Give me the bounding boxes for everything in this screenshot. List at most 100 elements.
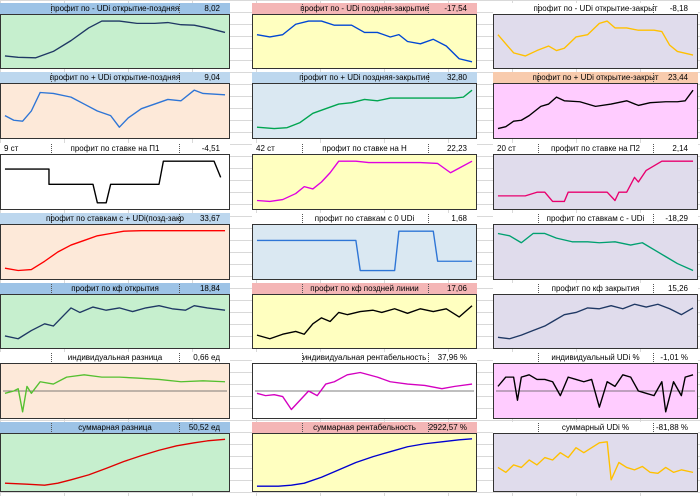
chart-panel: индивидуальный UDi % -1,01 % [493, 352, 698, 419]
bet-count-label: 9 ст [4, 144, 19, 153]
series-line [497, 20, 694, 57]
cell-separator [51, 353, 52, 362]
line-chart [495, 374, 696, 413]
cell-separator [51, 423, 52, 432]
chart-title: профит по ставке на Н [322, 144, 407, 153]
cell-separator [653, 4, 654, 13]
chart-panel: профит по - UDi поздняя-закрытие -17,54 [252, 3, 477, 69]
chart-panel: профит по + UDi открытие-закрыт 23,44 [493, 72, 698, 139]
cell-separator [428, 4, 429, 13]
chart-header: профит по - UDi поздняя-закрытие -17,54 [252, 3, 477, 14]
chart-plot-area [493, 224, 698, 280]
line-chart [256, 20, 473, 63]
chart-header: индивидуальная рентабельность 37,96 % [252, 352, 477, 363]
chart-value: -8,18 [669, 4, 688, 13]
chart-header: суммарная разница 50,52 ед [0, 422, 230, 433]
chart-value: -4,51 [201, 144, 220, 153]
line-chart [256, 438, 473, 487]
chart-header: 9 ст профит по ставке на П1 -4,51 [0, 143, 230, 154]
chart-panel: профит по - UDi открытие-закрыт -8,18 [493, 3, 698, 69]
chart-plot-area [493, 363, 698, 419]
cell-separator [179, 284, 180, 293]
cell-separator [538, 353, 539, 362]
cell-separator [428, 423, 429, 432]
cell-separator [538, 73, 539, 82]
chart-value: 8,02 [204, 4, 220, 13]
line-chart [254, 371, 475, 411]
line-chart [4, 160, 222, 204]
cell-separator [428, 353, 429, 362]
cell-separator [302, 144, 303, 153]
cell-separator [428, 284, 429, 293]
chart-panel: профит по кф закрытия 15,26 [493, 283, 698, 349]
cell-separator [302, 353, 303, 362]
chart-panel: индивидуальная рентабельность 37,96 % [252, 352, 477, 419]
chart-plot-area [0, 83, 230, 139]
chart-panel: профит по + UDi поздняя-закрытие 32,80 [252, 72, 477, 139]
cell-separator [179, 73, 180, 82]
cell-separator [302, 423, 303, 432]
cell-separator [302, 4, 303, 13]
series-line [256, 160, 473, 203]
chart-header: профит по + UDi открытие-поздняя 9,04 [0, 72, 230, 83]
line-chart [497, 441, 694, 481]
chart-title: индивидуальная рентабельность [302, 353, 427, 362]
cell-separator [179, 423, 180, 432]
chart-title: профит по - UDi открытие-поздняя [50, 4, 180, 13]
chart-title: профит по + UDi поздняя-закрытие [299, 73, 430, 82]
series-line [4, 20, 226, 59]
chart-panel: 20 ст профит по ставке на П2 2,14 [493, 143, 698, 210]
cell-separator [179, 214, 180, 223]
chart-panel: суммарная рентабельность 2922,57 % [252, 422, 477, 492]
chart-header: профит по ставкам с - UDi -18,29 [493, 213, 698, 224]
chart-value: 23,44 [667, 73, 688, 82]
line-chart [256, 230, 473, 272]
cell-separator [428, 144, 429, 153]
chart-header: 42 ст профит по ставке на Н 22,23 [252, 143, 477, 154]
cell-separator [51, 144, 52, 153]
chart-plot-area [0, 294, 230, 349]
chart-title: профит по ставкам с 0 UDi [314, 214, 415, 223]
cell-separator [51, 4, 52, 13]
series-line [497, 160, 694, 203]
chart-plot-area [0, 154, 230, 210]
chart-header: профит по кф поздней линии 17,06 [252, 283, 477, 294]
line-chart [4, 305, 226, 340]
line-chart [497, 20, 694, 57]
series-line [256, 89, 473, 130]
series-line [4, 374, 226, 413]
cell-separator [51, 73, 52, 82]
chart-plot-area [493, 294, 698, 349]
chart-header: профит по + UDi открытие-закрыт 23,44 [493, 72, 698, 83]
line-chart [497, 160, 694, 203]
chart-header: индивидуальный UDi % -1,01 % [493, 352, 698, 363]
series-line [4, 305, 226, 340]
chart-plot-area [0, 14, 230, 69]
chart-header: профит по ставкам с + UDi(позд-закр 33,67 [0, 213, 230, 224]
line-chart [497, 89, 694, 130]
chart-plot-area [252, 433, 477, 492]
chart-panel: профит по + UDi открытие-поздняя 9,04 [0, 72, 230, 139]
chart-header: профит по кф открытия 18,84 [0, 283, 230, 294]
series-line [256, 230, 473, 272]
chart-panel: 42 ст профит по ставке на Н 22,23 [252, 143, 477, 210]
chart-title: профит по ставке на П1 [70, 144, 160, 153]
cell-separator [179, 353, 180, 362]
series-line [256, 371, 473, 411]
line-chart [4, 230, 226, 272]
chart-title: профит по - UDi открытие-закрыт [533, 4, 658, 13]
chart-value: -1,01 % [660, 353, 688, 362]
line-chart [497, 232, 694, 272]
chart-plot-area [0, 224, 230, 280]
chart-plot-area [493, 83, 698, 139]
chart-header: профит по - UDi открытие-закрыт -8,18 [493, 3, 698, 14]
chart-title: профит по + UDi открытие-поздняя [49, 73, 181, 82]
chart-panel: профит по - UDi открытие-поздняя 8,02 [0, 3, 230, 69]
chart-header: суммарная рентабельность 2922,57 % [252, 422, 477, 433]
chart-title: профит по + UDi открытие-закрыт [532, 73, 659, 82]
bet-count-label: 42 ст [256, 144, 275, 153]
chart-value: 0,66 ед [193, 353, 220, 362]
bet-count-label: 20 ст [497, 144, 516, 153]
series-line [4, 160, 222, 204]
cell-separator [302, 73, 303, 82]
